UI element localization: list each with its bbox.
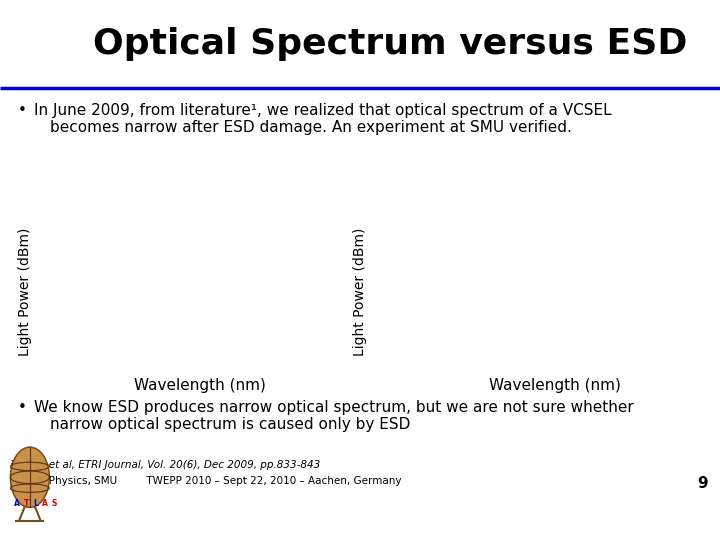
Text: We know ESD produces narrow optical spectrum, but we are not sure whether: We know ESD produces narrow optical spec… xyxy=(34,400,634,415)
Text: becomes narrow after ESD damage. An experiment at SMU verified.: becomes narrow after ESD damage. An expe… xyxy=(50,120,572,135)
Text: Wavelength (nm): Wavelength (nm) xyxy=(134,378,266,393)
Text: Light Power (dBm): Light Power (dBm) xyxy=(18,227,32,356)
Text: T: T xyxy=(23,499,29,508)
Text: narrow optical spectrum is caused only by ESD: narrow optical spectrum is caused only b… xyxy=(50,417,410,432)
Text: A: A xyxy=(14,499,19,508)
Text: •: • xyxy=(18,400,27,415)
Text: Wavelength (nm): Wavelength (nm) xyxy=(489,378,621,393)
Text: 9: 9 xyxy=(698,476,708,491)
Text: •: • xyxy=(18,103,27,118)
Text: L: L xyxy=(33,499,38,508)
Circle shape xyxy=(10,447,49,508)
Text: A: A xyxy=(42,499,48,508)
Text: ¹T. Kim et al, ETRI Journal, Vol. 20(6), Dec 2009, pp.833-843: ¹T. Kim et al, ETRI Journal, Vol. 20(6),… xyxy=(10,460,320,470)
Text: Optical Spectrum versus ESD: Optical Spectrum versus ESD xyxy=(93,27,687,61)
Text: Light Power (dBm): Light Power (dBm) xyxy=(353,227,367,356)
Text: S: S xyxy=(52,499,57,508)
Text: T. Liu – Physics, SMU         TWEPP 2010 – Sept 22, 2010 – Aachen, Germany: T. Liu – Physics, SMU TWEPP 2010 – Sept … xyxy=(10,476,402,486)
Text: In June 2009, from literature¹, we realized that optical spectrum of a VCSEL: In June 2009, from literature¹, we reali… xyxy=(34,103,611,118)
